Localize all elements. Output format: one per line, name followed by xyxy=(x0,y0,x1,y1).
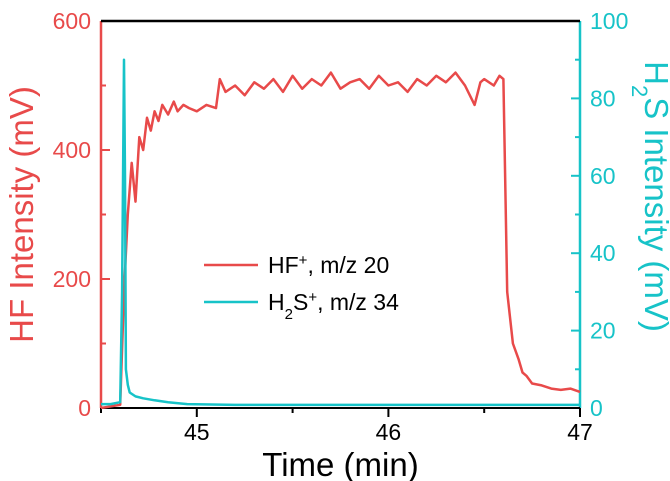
right-tick-label: 60 xyxy=(590,163,616,189)
legend-h2s-subscript: 2 xyxy=(285,306,293,323)
series-lines xyxy=(100,58,581,410)
right-y-title-part-1: H xyxy=(638,61,670,85)
right-axis: 0 20 40 60 80 100 xyxy=(571,8,628,421)
left-axis: 0 200 400 600 xyxy=(53,8,110,421)
x-axis: 45 46 47 xyxy=(100,19,593,445)
left-tick-label: 0 xyxy=(78,395,91,421)
series-line-h2s xyxy=(101,58,580,407)
legend-label-h2s: H2S+, m/z 34 xyxy=(268,289,399,323)
legend-h2s-part-1: H xyxy=(268,289,285,315)
legend-hf-part-1: HF xyxy=(268,252,299,278)
right-tick-label: 0 xyxy=(590,395,603,421)
right-tick-label: 20 xyxy=(590,318,616,344)
right-y-title-subscript: 2 xyxy=(628,85,653,97)
left-y-axis-title: HF Intensity (mV) xyxy=(3,86,40,343)
series-line-hf xyxy=(100,71,581,410)
right-tick-label: 80 xyxy=(590,85,616,111)
legend-hf-superscript: + xyxy=(299,252,308,269)
left-tick-label: 400 xyxy=(53,137,91,163)
right-y-axis-title: H2S Intensity (mV) xyxy=(628,61,670,332)
legend-label-hf: HF+, m/z 20 xyxy=(268,252,389,279)
x-tick-label: 46 xyxy=(376,419,402,445)
x-tick-label: 47 xyxy=(567,419,593,445)
x-axis-title: Time (min) xyxy=(262,446,418,481)
legend: HF+, m/z 20 H2S+, m/z 34 xyxy=(204,252,399,323)
right-tick-label: 40 xyxy=(590,240,616,266)
left-tick-label: 200 xyxy=(53,266,91,292)
legend-h2s-part-3: , m/z 34 xyxy=(317,289,399,315)
x-tick-label: 45 xyxy=(184,419,210,445)
legend-hf-part-2: , m/z 20 xyxy=(307,252,389,278)
legend-h2s-part-2: S xyxy=(293,289,308,315)
right-tick-label: 100 xyxy=(590,8,628,34)
legend-h2s-superscript: + xyxy=(308,289,317,306)
left-tick-label: 600 xyxy=(53,8,91,34)
right-y-title-part-2: S Intensity (mV) xyxy=(638,97,670,332)
